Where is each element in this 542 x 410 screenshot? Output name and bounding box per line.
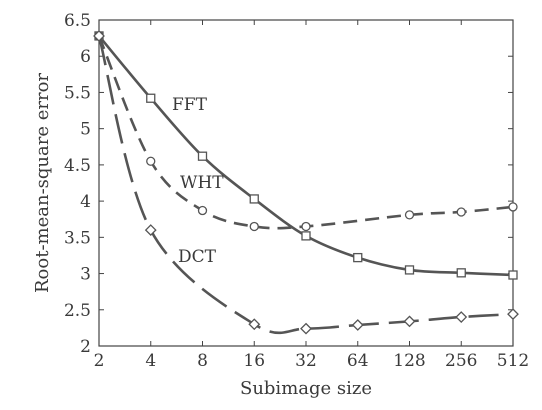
series-labels: FFT WHT DCT (172, 95, 224, 267)
x-axis: 2 4 8 16 32 64 128 256 512 (94, 20, 529, 371)
series-line-dct (97, 35, 514, 335)
marker-wht (456, 207, 466, 217)
y-tick-label: 2 (80, 337, 91, 357)
marker-dct (507, 308, 519, 321)
marker-wht (508, 202, 518, 212)
x-tick-label: 4 (145, 351, 156, 371)
series-label-fft: FFT (172, 95, 208, 115)
y-tick-label: 6.5 (64, 11, 91, 31)
x-tick-label: 512 (497, 351, 529, 371)
marker-fft (146, 93, 156, 103)
y-tick-label: 4 (80, 192, 91, 212)
y-tick-label: 3.5 (64, 228, 91, 248)
series-line-wht (97, 35, 514, 230)
marker-fft (197, 151, 208, 161)
x-tick-label: 8 (197, 351, 208, 371)
y-tick-label: 2.5 (64, 301, 91, 321)
marker-wht (249, 221, 259, 232)
x-tick-label: 2 (94, 351, 105, 371)
marker-fft (456, 268, 466, 278)
marker-fft (249, 194, 259, 204)
y-tick-label: 3 (80, 265, 91, 285)
y-tick-label: 4.5 (64, 156, 91, 176)
marker-dct (144, 224, 157, 237)
y-tick-label: 6 (80, 47, 91, 67)
x-axis-title: Subimage size (240, 378, 372, 399)
marker-dct (403, 315, 416, 328)
marker-wht (146, 156, 156, 166)
marker-wht (301, 221, 311, 232)
marker-dct (300, 322, 312, 335)
plot-frame (98, 19, 514, 347)
marker-wht (404, 210, 415, 220)
marker-fft (508, 270, 518, 280)
x-tick-label: 128 (393, 351, 425, 371)
marker-fft (353, 252, 363, 263)
series-layer (93, 30, 519, 335)
x-tick-label: 256 (445, 351, 477, 371)
series-label-dct: DCT (178, 247, 217, 267)
marker-dct (455, 311, 468, 323)
marker-wht (197, 205, 208, 216)
marker-dct (351, 319, 364, 331)
y-axis: 2 2.5 3 3.5 4 4.5 5 5.5 6 6.5 (64, 11, 513, 357)
x-tick-label: 16 (243, 351, 265, 371)
marker-fft (301, 231, 311, 241)
marker-dct (93, 30, 105, 42)
y-axis-title: Root-mean-square error (32, 73, 53, 293)
series-label-wht: WHT (180, 173, 224, 193)
y-tick-label: 5 (80, 120, 91, 140)
x-tick-label: 64 (347, 351, 369, 371)
marker-fft (404, 265, 415, 275)
x-tick-label: 32 (295, 351, 317, 371)
marker-dct (248, 318, 261, 331)
y-tick-label: 5.5 (64, 83, 91, 103)
